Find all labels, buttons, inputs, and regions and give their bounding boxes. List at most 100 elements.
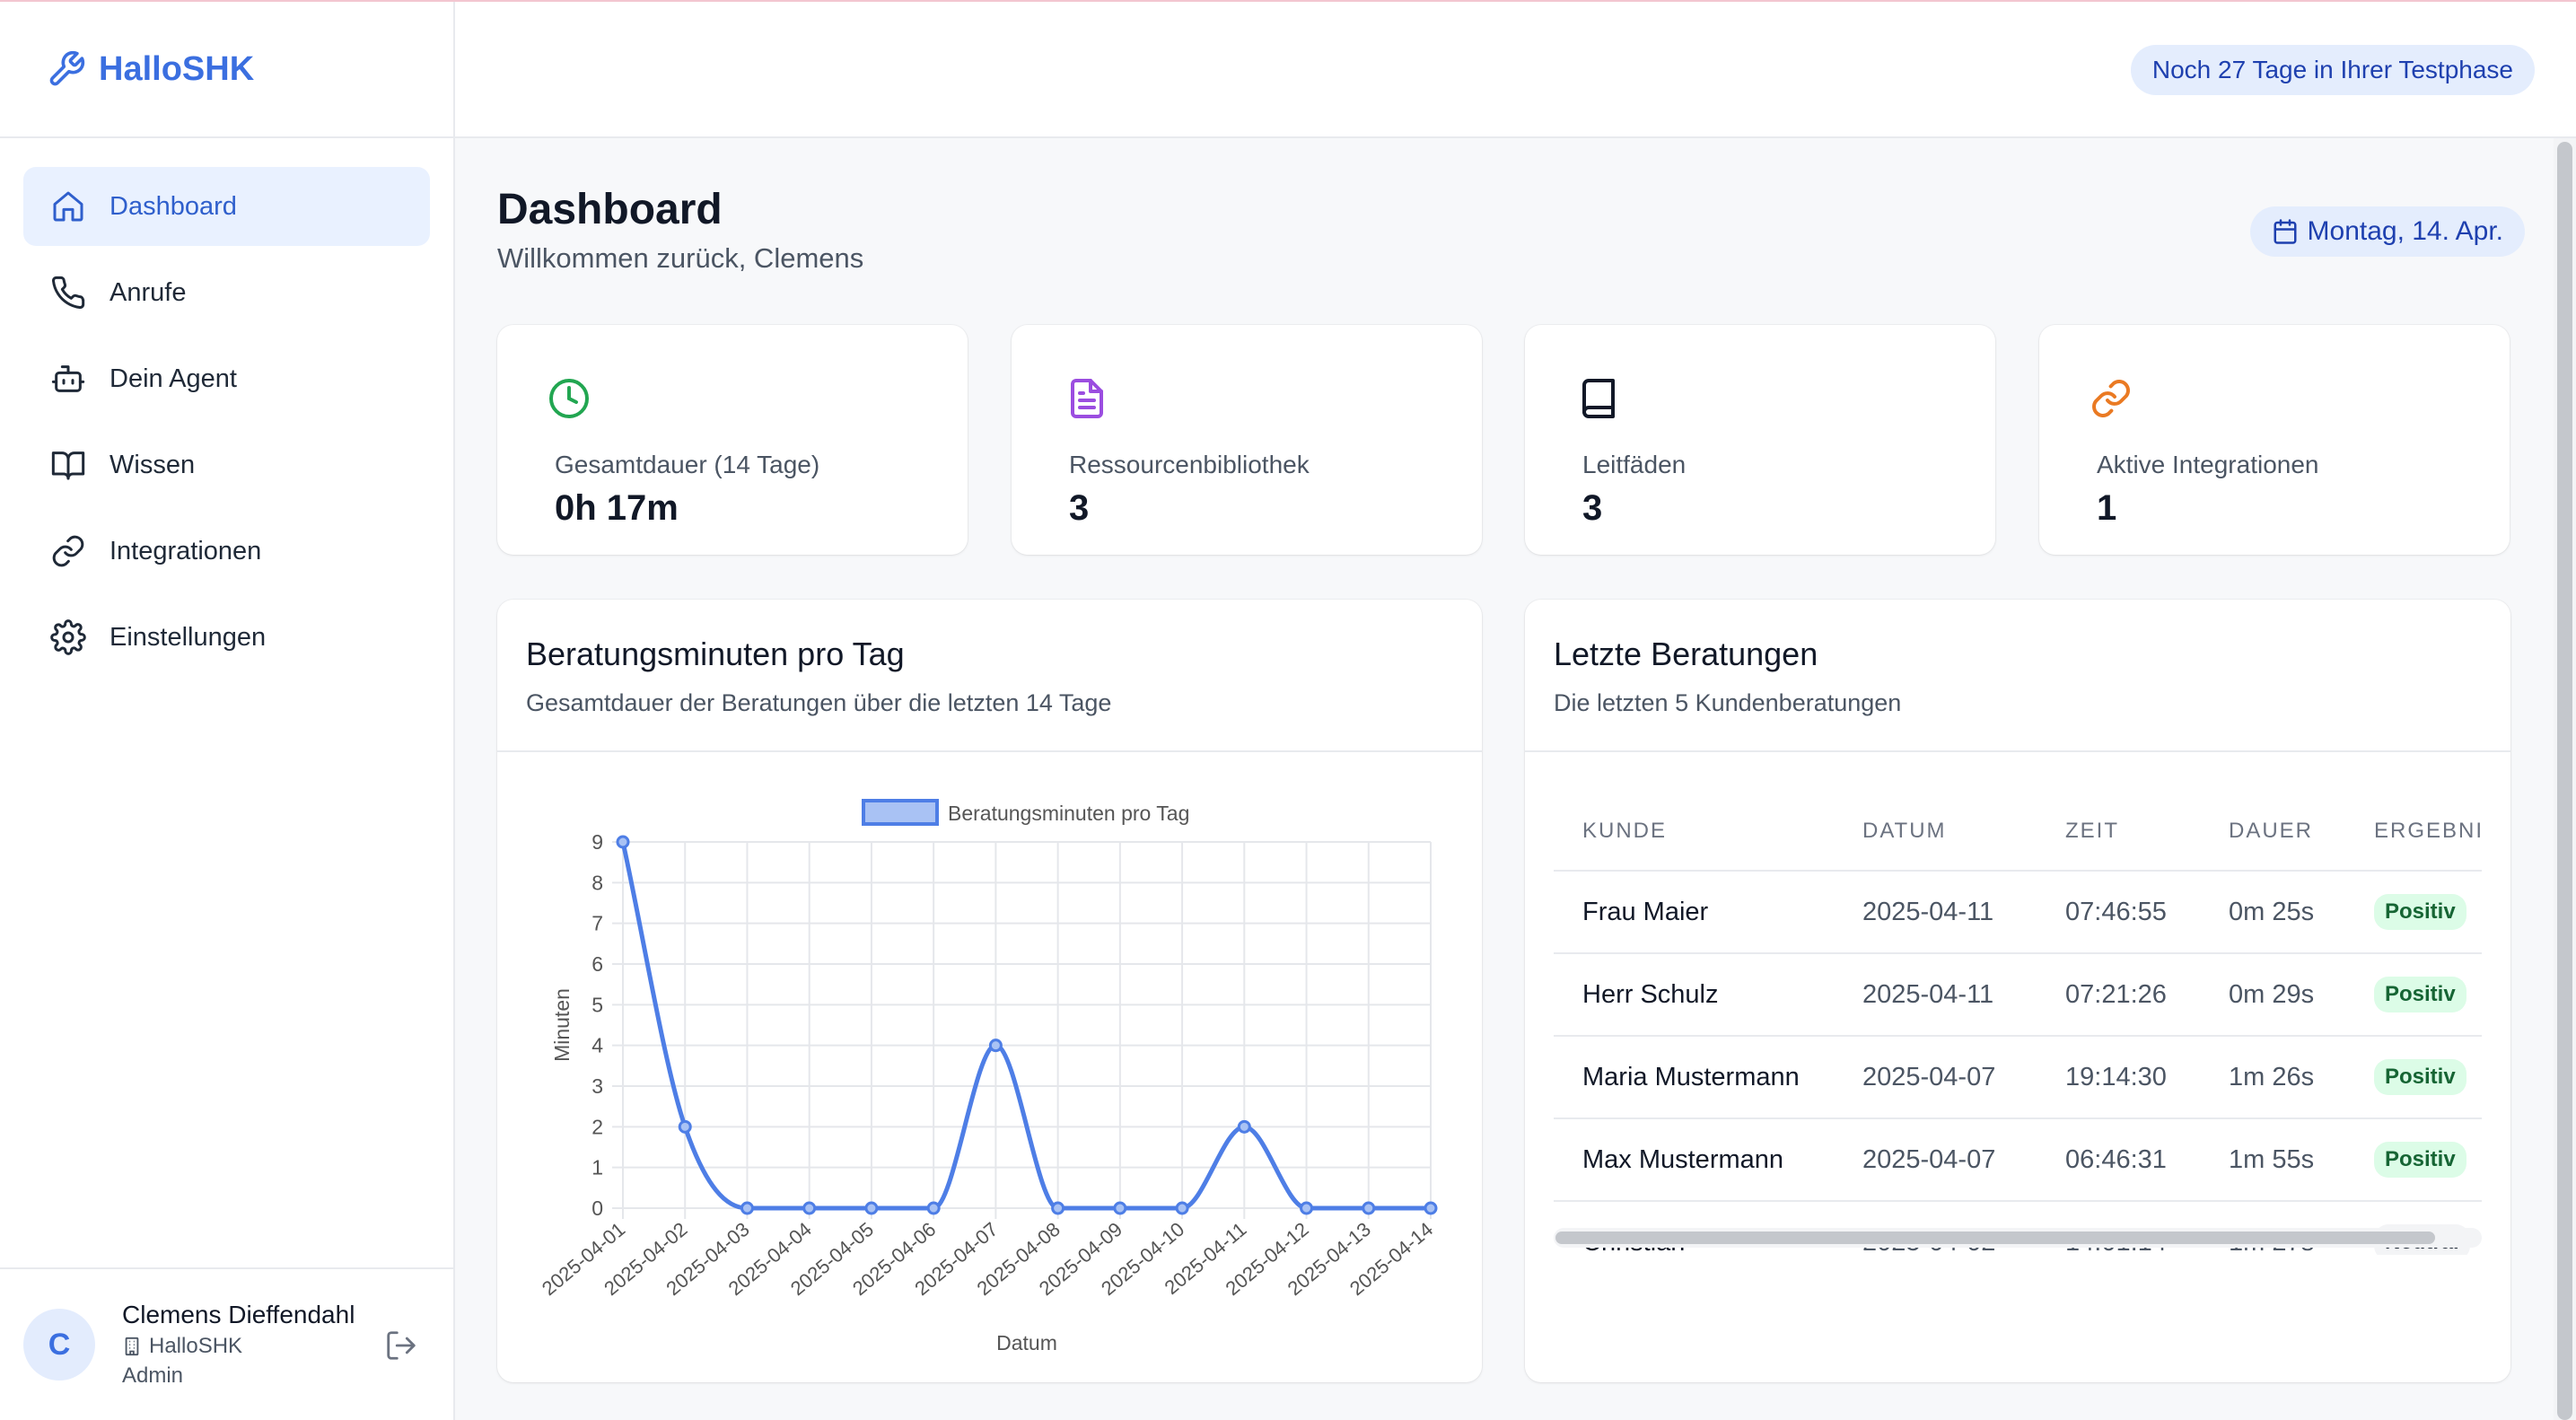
page-subtitle: Willkommen zurück, Clemens [497, 242, 864, 274]
cell-zeit: 07:21:26 [2037, 953, 2200, 1037]
table-row[interactable]: Max Mustermann 2025-04-07 06:46:31 1m 55… [1554, 1118, 2482, 1202]
cell-datum: 2025-04-11 [1834, 953, 2037, 1037]
date-badge: Montag, 14. Apr. [2249, 206, 2525, 257]
data-point [1424, 1201, 1438, 1215]
cell-dauer: 1m 26s [2200, 1036, 2345, 1119]
vertical-scrollbar[interactable] [2554, 138, 2576, 1420]
stat-value: 3 [1582, 488, 1603, 528]
scrollbar-thumb[interactable] [1555, 1232, 2435, 1244]
gear-icon [50, 619, 86, 655]
y-tick-label: 2 [591, 1115, 603, 1138]
data-point [802, 1201, 817, 1215]
y-tick-label: 5 [591, 993, 603, 1016]
sidebar-item-wissen[interactable]: Wissen [23, 425, 430, 504]
table-row[interactable]: Herr Schulz 2025-04-11 07:21:26 0m 29s P… [1554, 953, 2482, 1037]
table-row[interactable]: Maria Mustermann 2025-04-07 19:14:30 1m … [1554, 1036, 2482, 1119]
bot-icon [50, 361, 86, 397]
status-badge: Positiv [2374, 977, 2466, 1012]
cell-dauer: 0m 29s [2200, 953, 2345, 1037]
data-point [988, 1039, 1003, 1053]
cell-dauer: 1m 55s [2200, 1118, 2345, 1202]
cell-kunde: Frau Maier [1554, 871, 1834, 954]
divider [497, 750, 1482, 752]
user-name: Clemens Dieffendahl [122, 1301, 355, 1329]
brand-name: HalloSHK [99, 49, 255, 88]
user-role: Admin [122, 1363, 184, 1388]
cell-ergebnis: Positiv [2345, 871, 2482, 954]
wrench-icon [49, 50, 85, 86]
table-scroll-area[interactable]: KUNDE DATUM ZEIT DAUER ERGEBNIS Frau Mai… [1554, 792, 2482, 1255]
main-content: Dashboard Willkommen zurück, Clemens Mon… [455, 138, 2554, 1420]
status-badge: Positiv [2374, 1142, 2466, 1178]
stat-card-duration: Gesamtdauer (14 Tage) 0h 17m [497, 325, 968, 555]
cell-ergebnis: Positiv [2345, 953, 2482, 1037]
sidebar-item-label: Wissen [110, 450, 196, 479]
cell-kunde: Herr Schulz [1554, 953, 1834, 1037]
status-badge: Positiv [2374, 1059, 2466, 1095]
sidebar-item-label: Anrufe [110, 277, 187, 307]
book-icon [1582, 379, 1615, 418]
column-header-datum[interactable]: DATUM [1834, 792, 2037, 872]
column-header-ergebnis[interactable]: ERGEBNIS [2345, 792, 2482, 872]
data-point [1300, 1201, 1314, 1215]
brand[interactable]: HalloSHK [0, 2, 453, 138]
chart-panel-title: Beratungsminuten pro Tag [526, 635, 905, 672]
sidebar-item-dein-agent[interactable]: Dein Agent [23, 339, 430, 418]
column-header-kunde[interactable]: KUNDE [1554, 792, 1834, 872]
y-tick-label: 7 [591, 912, 603, 935]
cell-ergebnis: Positiv [2345, 1036, 2482, 1119]
phone-icon [50, 275, 86, 311]
cell-datum: 2025-04-07 [1834, 1036, 2037, 1119]
divider [1525, 750, 2510, 752]
home-icon [50, 188, 86, 224]
stat-card-resources: Ressourcenbibliothek 3 [1012, 325, 1482, 555]
horizontal-scrollbar[interactable] [1554, 1228, 2482, 1248]
recent-panel-subtitle: Die letzten 5 Kundenberatungen [1554, 689, 1902, 716]
sidebar-item-label: Integrationen [110, 536, 262, 565]
sidebar-item-anrufe[interactable]: Anrufe [23, 253, 430, 332]
cell-datum: 2025-04-11 [1834, 871, 2037, 954]
book-open-icon [50, 447, 86, 483]
y-tick-label: 9 [591, 830, 603, 854]
avatar[interactable]: C [23, 1309, 95, 1381]
stat-value: 1 [2097, 488, 2117, 528]
chart-panel-subtitle: Gesamtdauer der Beratungen über die letz… [526, 689, 1112, 716]
data-point [1051, 1201, 1065, 1215]
building-icon [125, 1337, 139, 1356]
data-point [616, 835, 630, 849]
cell-kunde: Max Mustermann [1554, 1118, 1834, 1202]
data-point [926, 1201, 941, 1215]
cell-dauer: 0m 25s [2200, 871, 2345, 954]
trial-badge[interactable]: Noch 27 Tage in Ihrer Testphase [2130, 45, 2535, 95]
y-tick-label: 6 [591, 952, 603, 976]
y-tick-label: 4 [591, 1034, 603, 1057]
cell-datum: 2025-04-07 [1834, 1118, 2037, 1202]
cell-zeit: 19:14:30 [2037, 1036, 2200, 1119]
table-row[interactable]: Frau Maier 2025-04-11 07:46:55 0m 25s Po… [1554, 871, 2482, 954]
top-header: Noch 27 Tage in Ihrer Testphase [455, 2, 2576, 138]
clock-icon [549, 379, 589, 418]
sidebar-item-integrationen[interactable]: Integrationen [23, 512, 430, 591]
status-badge: Positiv [2374, 894, 2466, 930]
sidebar-item-dashboard[interactable]: Dashboard [23, 167, 430, 246]
file-text-icon [1071, 379, 1103, 418]
data-point [678, 1119, 692, 1134]
line-chart: 01234567892025-04-012025-04-022025-04-03… [538, 799, 1438, 1354]
sidebar-item-einstellungen[interactable]: Einstellungen [23, 598, 430, 677]
data-point [1113, 1201, 1127, 1215]
series-line [620, 841, 1431, 1211]
cell-kunde: Maria Mustermann [1554, 1036, 1834, 1119]
scrollbar-thumb[interactable] [2557, 142, 2572, 1420]
column-header-dauer[interactable]: DAUER [2200, 792, 2345, 872]
table-header-row: KUNDE DATUM ZEIT DAUER ERGEBNIS [1554, 792, 2482, 872]
logout-icon[interactable] [384, 1328, 418, 1363]
stat-value: 3 [1069, 488, 1090, 528]
sidebar-nav: Dashboard Anrufe Dein Agent Wissen Integ… [0, 138, 453, 677]
data-point [1362, 1201, 1376, 1215]
data-point [740, 1201, 754, 1215]
recent-table: KUNDE DATUM ZEIT DAUER ERGEBNIS Frau Mai… [1554, 792, 2482, 1255]
y-tick-label: 1 [591, 1156, 603, 1179]
data-point [1175, 1201, 1189, 1215]
column-header-zeit[interactable]: ZEIT [2037, 792, 2200, 872]
legend-swatch [862, 799, 939, 826]
